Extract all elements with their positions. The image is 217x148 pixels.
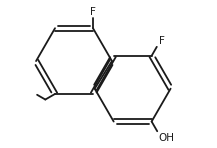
Text: F: F xyxy=(90,7,96,17)
Text: OH: OH xyxy=(159,133,175,143)
Text: F: F xyxy=(159,36,164,46)
